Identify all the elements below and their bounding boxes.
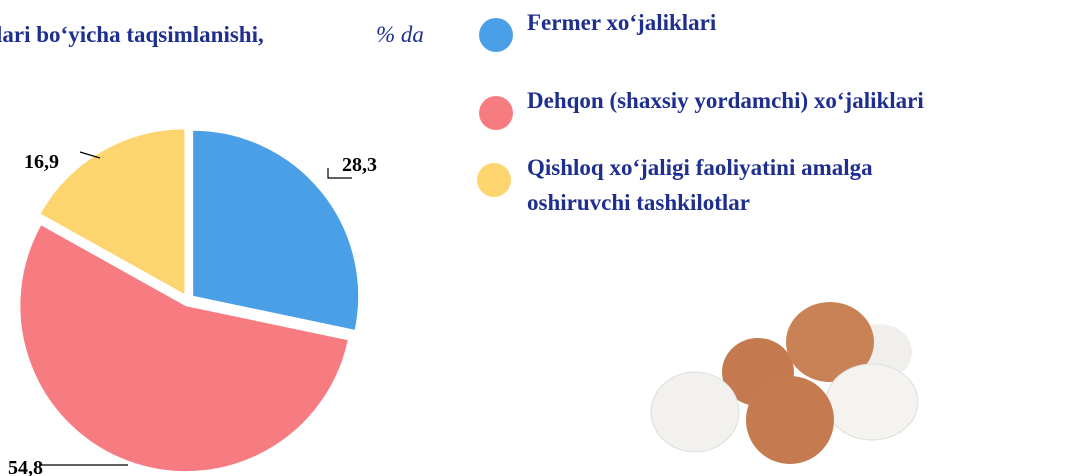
legend-label-line: oshiruvchi tashkilotlar (527, 190, 750, 215)
legend-swatch (479, 18, 513, 52)
pie-slice (39, 128, 186, 296)
chart-unit: % da (376, 22, 424, 47)
value-label: 54,8 (8, 457, 43, 476)
legend-label: Qishloq xo‘jaligi faoliyatini amalga oshi… (527, 155, 873, 215)
chart-title: lari bo‘yicha taqsimlanishi, (0, 22, 264, 47)
leader-line (79, 151, 101, 159)
legend-label-line: Qishloq xo‘jaligi faoliyatini amalga (527, 155, 873, 180)
legend-label: Dehqon (shaxsiy yordamchi) xo‘jaliklari (527, 88, 924, 113)
legend-swatch (479, 96, 513, 130)
pie-slice (192, 129, 360, 331)
legend-swatch (477, 163, 511, 197)
legend-label: Fermer xo‘jaliklari (527, 10, 717, 35)
value-label: 16,9 (24, 151, 59, 173)
eggs-illustration (650, 302, 919, 464)
value-label: 28,3 (342, 154, 377, 176)
leader-line (327, 168, 352, 179)
pie-slice (19, 224, 349, 473)
